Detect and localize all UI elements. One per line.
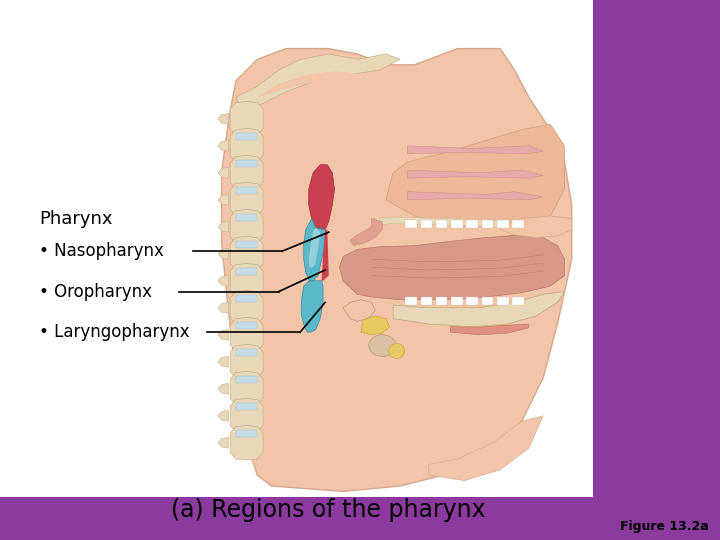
Polygon shape <box>236 295 257 302</box>
Polygon shape <box>513 297 524 305</box>
Polygon shape <box>386 124 564 227</box>
Polygon shape <box>236 268 257 275</box>
Polygon shape <box>230 426 263 460</box>
Text: Figure 13.2a: Figure 13.2a <box>621 520 709 533</box>
Polygon shape <box>450 324 529 335</box>
Polygon shape <box>0 0 593 43</box>
Polygon shape <box>236 430 257 437</box>
Polygon shape <box>302 281 323 332</box>
Polygon shape <box>497 220 508 228</box>
Polygon shape <box>236 54 400 113</box>
Polygon shape <box>236 160 257 167</box>
Polygon shape <box>420 297 432 305</box>
Polygon shape <box>236 241 257 248</box>
Polygon shape <box>230 210 263 244</box>
Polygon shape <box>451 297 463 305</box>
Polygon shape <box>218 302 229 313</box>
Polygon shape <box>236 133 257 140</box>
Polygon shape <box>230 264 263 298</box>
Polygon shape <box>500 216 572 238</box>
Polygon shape <box>230 318 263 352</box>
Polygon shape <box>372 217 543 230</box>
Polygon shape <box>230 345 263 379</box>
Polygon shape <box>230 237 263 271</box>
Polygon shape <box>218 248 229 259</box>
Polygon shape <box>429 416 543 481</box>
Polygon shape <box>230 399 263 433</box>
Polygon shape <box>405 220 417 228</box>
Text: (a) Regions of the pharynx: (a) Regions of the pharynx <box>171 498 486 522</box>
Polygon shape <box>222 49 572 491</box>
Polygon shape <box>218 113 229 124</box>
Polygon shape <box>405 297 417 305</box>
Polygon shape <box>236 376 257 383</box>
Polygon shape <box>513 220 524 228</box>
Polygon shape <box>304 219 328 281</box>
Polygon shape <box>436 297 447 305</box>
Polygon shape <box>482 297 493 305</box>
Polygon shape <box>497 297 508 305</box>
Polygon shape <box>0 189 32 497</box>
Polygon shape <box>420 220 432 228</box>
Polygon shape <box>339 235 564 300</box>
Polygon shape <box>236 187 257 194</box>
Polygon shape <box>218 437 229 448</box>
Polygon shape <box>482 220 493 228</box>
Text: • Nasopharynx: • Nasopharynx <box>40 242 164 260</box>
Text: • Laryngopharynx: • Laryngopharynx <box>40 323 190 341</box>
Polygon shape <box>230 102 263 136</box>
Polygon shape <box>309 165 335 230</box>
Polygon shape <box>451 220 463 228</box>
Bar <box>0 0 593 497</box>
Polygon shape <box>230 183 263 217</box>
Polygon shape <box>361 316 390 335</box>
Polygon shape <box>322 230 329 281</box>
Polygon shape <box>218 167 229 178</box>
Text: • Oropharynx: • Oropharynx <box>40 282 153 301</box>
Polygon shape <box>309 228 320 267</box>
Polygon shape <box>593 0 715 540</box>
Polygon shape <box>230 129 263 163</box>
Polygon shape <box>218 140 229 151</box>
Polygon shape <box>350 219 382 246</box>
Polygon shape <box>236 322 257 329</box>
Polygon shape <box>0 497 593 540</box>
Polygon shape <box>408 170 543 178</box>
Polygon shape <box>218 221 229 232</box>
Polygon shape <box>236 349 257 356</box>
Polygon shape <box>408 146 543 154</box>
Polygon shape <box>230 372 263 406</box>
Ellipse shape <box>369 335 396 356</box>
Polygon shape <box>436 220 447 228</box>
Polygon shape <box>408 192 543 200</box>
Polygon shape <box>467 297 478 305</box>
Polygon shape <box>230 156 263 190</box>
Polygon shape <box>218 356 229 367</box>
Polygon shape <box>230 291 263 325</box>
Polygon shape <box>343 300 375 321</box>
Polygon shape <box>218 383 229 394</box>
Polygon shape <box>236 403 257 410</box>
Polygon shape <box>257 71 379 97</box>
Ellipse shape <box>389 343 405 359</box>
Text: Pharynx: Pharynx <box>40 210 113 228</box>
Polygon shape <box>236 214 257 221</box>
Polygon shape <box>467 220 478 228</box>
Polygon shape <box>218 329 229 340</box>
Polygon shape <box>218 410 229 421</box>
Polygon shape <box>393 292 564 327</box>
Polygon shape <box>218 275 229 286</box>
Polygon shape <box>218 194 229 205</box>
